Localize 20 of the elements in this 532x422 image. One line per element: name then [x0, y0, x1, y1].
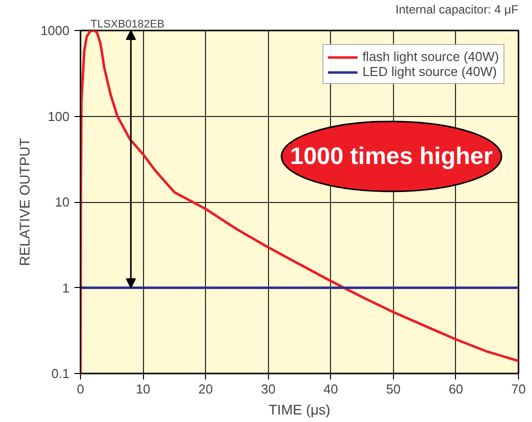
text: TLSXB0182EB	[90, 18, 164, 30]
annotation: 1000 times higher	[290, 142, 493, 170]
legend-label: LED light source (40W)	[362, 64, 497, 79]
y-tick-label: 1	[62, 280, 70, 296]
x-axis-title: TIME (μs)	[268, 402, 330, 418]
y-tick-label: 1000	[40, 23, 70, 38]
y-tick-label: 0.1	[51, 366, 70, 381]
x-tick-label: 10	[136, 382, 150, 396]
x-tick-label: 60	[448, 382, 464, 396]
x-tick-label: 70	[511, 382, 526, 396]
text: Internal capacitor: 4 μF	[396, 2, 519, 16]
y-axis-title: RELATIVE OUTPUT	[16, 138, 33, 266]
y-tick-label: 100	[48, 108, 70, 124]
x-tick-label: 20	[198, 382, 213, 396]
legend-label: flash light source (40W)	[362, 49, 499, 64]
x-tick-label: 40	[324, 382, 338, 396]
x-tick-label: 30	[260, 382, 276, 396]
x-tick-label: 50	[386, 382, 401, 396]
x-tick-label: 0	[76, 382, 84, 396]
y-tick-label: 10	[55, 194, 70, 210]
